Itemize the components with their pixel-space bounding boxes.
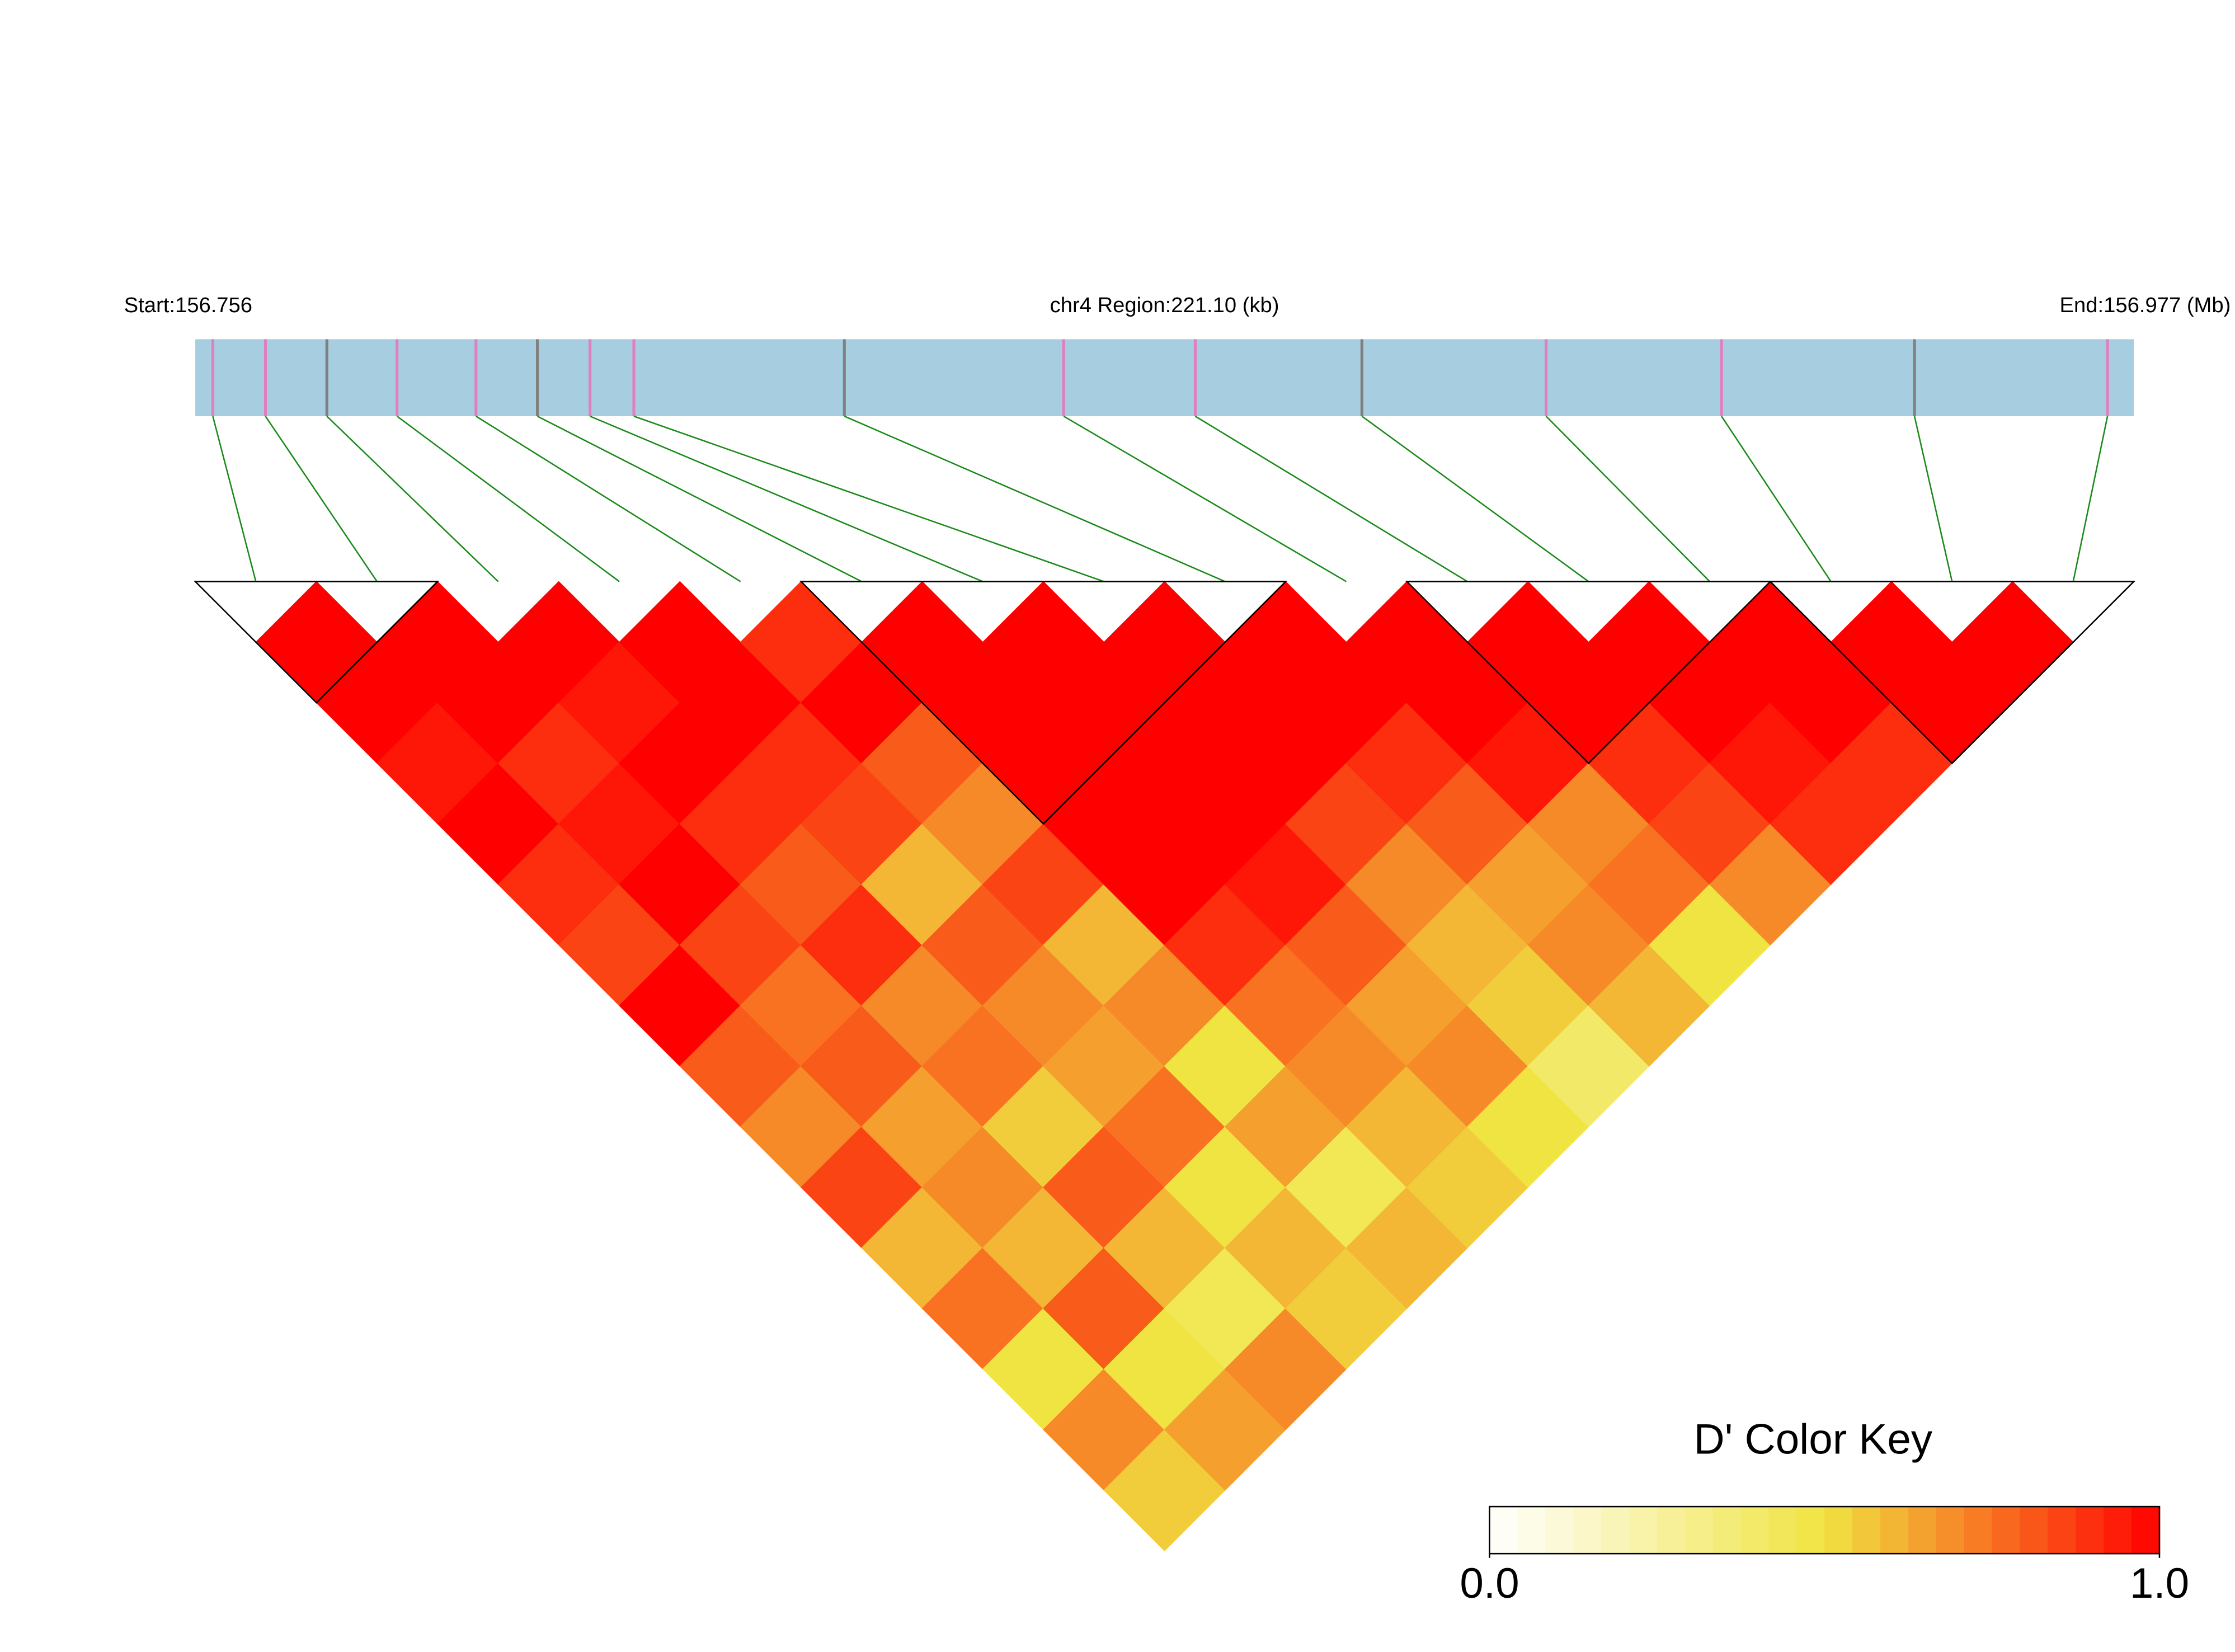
- color-key-step: [1517, 1507, 1546, 1554]
- color-key-step: [1852, 1507, 1881, 1554]
- color-key-step: [1796, 1507, 1825, 1554]
- snp-connector: [1063, 415, 1347, 582]
- snp-connector: [537, 415, 862, 582]
- snp-connector: [1913, 416, 1953, 582]
- snp-connector: [590, 415, 984, 582]
- color-key-step: [1573, 1507, 1602, 1554]
- haplotype-block: [193, 581, 440, 704]
- color-key-frame: [1489, 1505, 2161, 1555]
- color-key-step: [1489, 1507, 1518, 1554]
- color-key-step: [1908, 1507, 1937, 1554]
- snp-connector: [476, 415, 741, 582]
- color-key-step: [1685, 1507, 1714, 1554]
- color-key-step: [2048, 1507, 2077, 1554]
- snp-connector: [326, 416, 499, 582]
- color-key-step: [1992, 1507, 2021, 1554]
- start-label: Start:156.756: [124, 293, 252, 317]
- snp-connector: [1721, 416, 1832, 582]
- color-key-step: [1601, 1507, 1630, 1554]
- snp-track: [195, 339, 2134, 416]
- snp-connector: [396, 415, 620, 582]
- haplotype-block: [1405, 581, 1772, 765]
- snp-connector: [844, 415, 1226, 582]
- color-key-step: [1712, 1507, 1742, 1554]
- color-key-step: [1657, 1507, 1686, 1554]
- snp-connector: [1361, 415, 1589, 582]
- color-key-step: [1740, 1507, 1770, 1554]
- snp-connector: [1194, 415, 1468, 582]
- color-key-step: [2020, 1507, 2049, 1554]
- region-label: chr4 Region:221.10 (kb): [1050, 293, 1279, 317]
- color-key-step: [1545, 1507, 1574, 1554]
- color-key-step: [2076, 1507, 2105, 1554]
- snp-connector: [212, 416, 257, 582]
- color-key-step: [1824, 1507, 1853, 1554]
- color-key-step: [1629, 1507, 1658, 1554]
- haplotype-block: [799, 581, 1288, 825]
- color-key-step: [2104, 1507, 2133, 1554]
- color-key-step: [1964, 1507, 1993, 1554]
- color-key-step: [2132, 1507, 2161, 1554]
- snp-connector: [265, 416, 378, 582]
- color-key-label: 0.0: [1460, 1560, 1519, 1607]
- end-label: End:156.977 (Mb): [2060, 293, 2231, 317]
- haplotype-block: [1768, 581, 2136, 765]
- color-key-step: [1936, 1507, 1965, 1554]
- snp-connector: [1545, 416, 1711, 582]
- key-title: D' Color Key: [1694, 1416, 1933, 1463]
- snp-connector: [2072, 416, 2109, 582]
- color-key-label: 1.0: [2130, 1560, 2189, 1607]
- color-key-step: [1768, 1507, 1798, 1554]
- snp-connector: [633, 415, 1104, 582]
- color-key-step: [1880, 1507, 1909, 1554]
